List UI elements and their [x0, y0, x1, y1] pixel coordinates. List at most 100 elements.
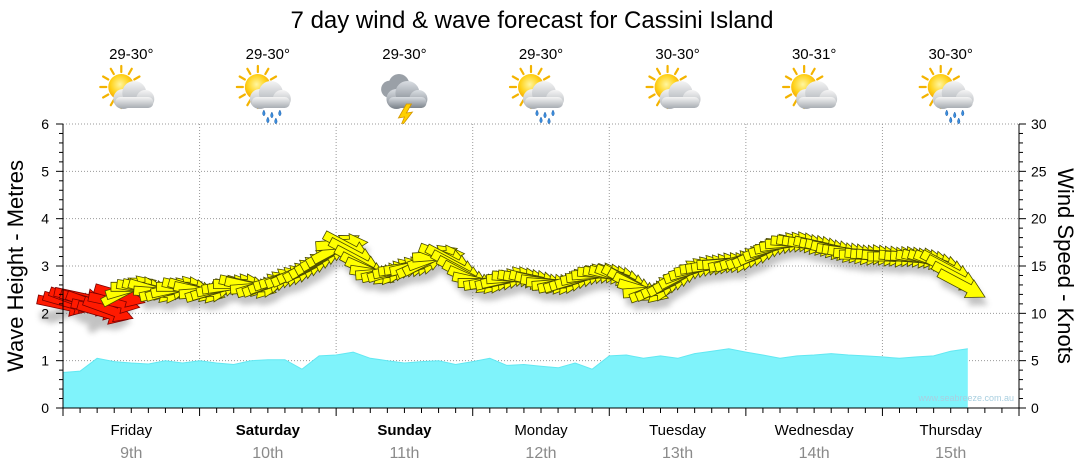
rain-drop	[270, 111, 274, 119]
y-axis-right-tick-label: 0	[1031, 400, 1039, 416]
sun-ray	[648, 93, 656, 99]
y-axis-left-tick-label: 4	[41, 211, 49, 227]
x-axis-date: 14th	[799, 445, 830, 462]
y-axis-left-tick-label: 6	[41, 116, 49, 132]
y-axis-left-tick-label: 1	[41, 353, 49, 369]
sun-ray	[784, 93, 793, 99]
cloud-storm-icon	[381, 73, 428, 130]
cloud-shape	[659, 81, 701, 109]
sun-ray	[511, 93, 520, 99]
lightning-bolt	[397, 103, 414, 130]
sun-ray	[269, 75, 278, 81]
sun-ray	[238, 75, 246, 81]
cloud-shape	[523, 81, 564, 109]
cloud-base	[251, 97, 290, 108]
sun-ray	[537, 67, 543, 76]
sun-cloud-icon	[645, 64, 701, 110]
rain-drop	[274, 117, 278, 125]
wind-arrow-series	[36, 230, 986, 325]
rain-drop	[547, 117, 551, 125]
x-axis-date: 13th	[662, 445, 693, 462]
sun-ray	[792, 67, 798, 76]
y-axis-left-label: Wave Height - Metres	[3, 160, 28, 372]
rain-drop	[551, 109, 555, 117]
x-axis-day-name: Tuesday	[649, 422, 706, 439]
x-axis-date: 9th	[120, 445, 142, 462]
sun-ray	[238, 93, 246, 99]
y-axis-left-tick-label: 2	[41, 305, 49, 321]
sun-ray	[133, 75, 141, 81]
weather-icons	[99, 64, 974, 130]
y-axis-left-tick-label: 0	[41, 400, 49, 416]
rain-drop	[945, 109, 949, 117]
sun-ray	[127, 67, 133, 76]
sun-ray	[816, 75, 824, 81]
sun-ray	[246, 98, 252, 107]
watermark: www.seabreeze.com.au	[917, 393, 1014, 403]
sun-ray	[109, 98, 115, 107]
sun-ray	[101, 75, 110, 81]
sun-ray	[784, 75, 793, 81]
sun-ray	[519, 67, 525, 76]
sun-cloud-showers-icon	[918, 64, 974, 125]
x-axis-date: 10th	[252, 445, 283, 462]
sun-ray	[929, 98, 935, 107]
rain-drop	[266, 116, 270, 124]
rain-drop	[278, 109, 282, 117]
y-axis-left-tick-label: 5	[41, 163, 49, 179]
cloud-base	[798, 97, 837, 108]
cloud-shape	[796, 81, 838, 109]
sun-ray	[264, 67, 270, 76]
sun-ray	[679, 75, 687, 81]
sun-ray	[929, 67, 935, 76]
sun-cloud-icon	[782, 64, 838, 110]
rain-drop	[539, 116, 543, 124]
x-axis-date: 12th	[525, 445, 556, 462]
sun-ray	[519, 98, 525, 107]
rain-drop	[957, 117, 961, 125]
y-axis-left-tick-label: 3	[41, 258, 49, 274]
rain-drop	[262, 109, 266, 117]
cloud-shape	[932, 81, 974, 109]
sun-ray	[648, 75, 656, 81]
sun-cloud-showers-icon	[235, 64, 291, 125]
wave-height-line	[62, 348, 968, 373]
x-axis-day-labels: Friday 9th Saturday 10th Sunday 11th Monday 12t…	[110, 422, 982, 462]
y-axis-right-tick-label: 10	[1031, 305, 1047, 321]
cloud-shape	[386, 81, 428, 109]
rain-drop	[953, 111, 957, 119]
sun-ray	[792, 98, 798, 107]
x-axis-date: 11th	[389, 445, 419, 462]
sun-ray	[101, 93, 110, 99]
x-axis-date: 15th	[935, 445, 966, 462]
cloud-base	[934, 97, 973, 108]
sun-ray	[511, 75, 520, 81]
cloud-base	[115, 97, 154, 108]
temperature-label: 29-30°	[109, 46, 153, 63]
sun-ray	[246, 67, 252, 76]
axes: 0 1 2 3 4 5 6 0 5 10 15 20 25 30	[41, 116, 1047, 416]
y-axis-right-label: Wind Speed - Knots	[1053, 168, 1078, 364]
sun-ray	[673, 67, 680, 76]
temperature-label: 30-30°	[655, 46, 699, 63]
temperature-label: 30-31°	[792, 46, 836, 63]
cloud-shape	[249, 81, 291, 109]
sun-ray	[655, 67, 662, 76]
rain-drop	[949, 116, 953, 124]
y-axis-right-tick-label: 30	[1031, 116, 1047, 132]
sun-ray	[810, 67, 816, 76]
x-axis-day-name: Friday	[110, 422, 152, 439]
temperature-label: 29-30°	[382, 46, 426, 63]
temperature-label: 30-30°	[929, 46, 973, 63]
sun-ray	[542, 75, 551, 81]
x-axis-day-name: Sunday	[377, 422, 432, 439]
x-axis-day-name: Thursday	[919, 422, 982, 439]
wave-height-area	[63, 348, 968, 408]
sun-ray	[952, 75, 961, 81]
y-axis-right-tick-label: 20	[1031, 211, 1047, 227]
sun-ray	[109, 67, 115, 76]
y-axis-right-tick-label: 5	[1031, 353, 1039, 369]
cloud-base	[525, 97, 563, 108]
wind-arrow	[936, 268, 986, 298]
